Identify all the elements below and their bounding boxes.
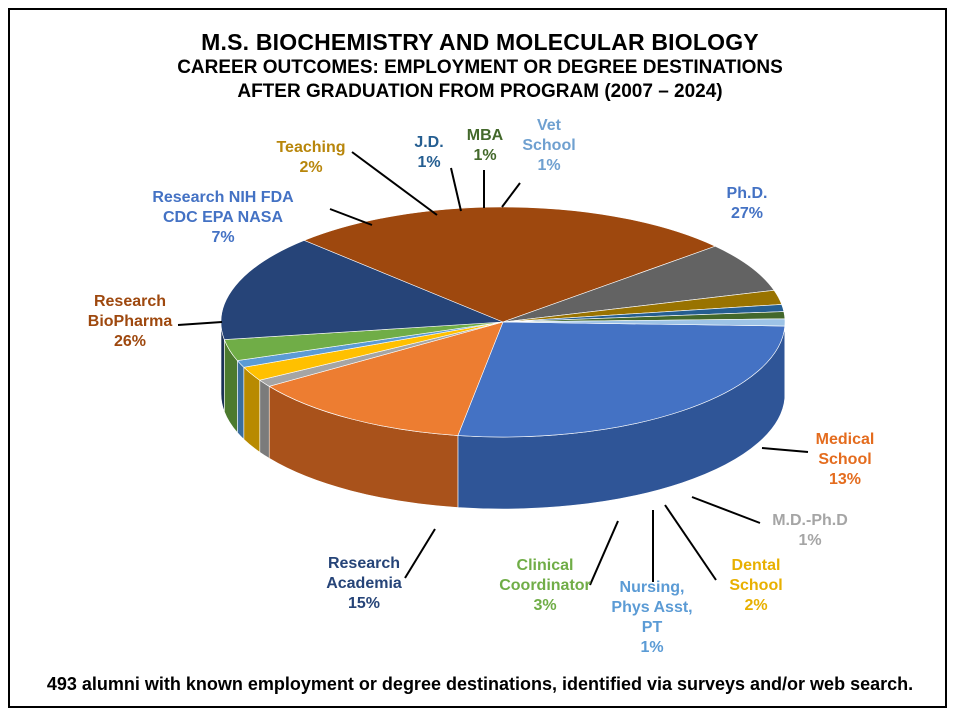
slice-side-3	[243, 366, 261, 453]
chart-subtitle-line2: AFTER GRADUATION FROM PROGRAM (2007 – 20…	[237, 81, 723, 102]
slice-label-7: Research BioPharma 26%	[88, 293, 173, 350]
leader-line-1	[761, 447, 809, 453]
slice-0[interactable]	[457, 321, 786, 438]
slice-value-label: 1%	[473, 147, 496, 164]
slice-category-label: BioPharma	[88, 313, 173, 330]
slice-value-label: 1%	[537, 157, 560, 174]
slice-category-label: J.D.	[414, 134, 443, 151]
slice-label-4: Nursing, Phys Asst, PT 1%	[611, 579, 692, 656]
slice-label-8: Research NIH FDA CDC EPA NASA 7%	[152, 189, 294, 246]
footnote: 493 alumni with known employment or degr…	[46, 674, 914, 694]
slice-label-10: J.D. 1%	[414, 134, 443, 171]
slice-label-9: Teaching 2%	[276, 139, 345, 176]
slice-12[interactable]	[502, 318, 786, 327]
leader-line-10	[450, 167, 462, 212]
slice-value-label: 13%	[829, 471, 861, 488]
slice-category-label: Clinical	[517, 557, 574, 574]
leader-line-12	[501, 182, 521, 208]
slice-category-label: Medical	[816, 431, 875, 448]
slice-value-label: 27%	[731, 205, 763, 222]
slice-label-11: MBA 1%	[467, 127, 504, 164]
slice-category-label: School	[729, 577, 782, 594]
leader-line-8	[329, 208, 373, 226]
slice-category-label: Coordinator	[499, 577, 591, 594]
leader-line-9	[351, 151, 438, 216]
leader-line-6	[404, 528, 436, 579]
chart-title-block: M.S. BIOCHEMISTRY AND MOLECULAR BIOLOGY …	[0, 28, 960, 104]
chart-subtitle-line1: CAREER OUTCOMES: EMPLOYMENT OR DEGREE DE…	[177, 57, 783, 78]
slice-value-label: 26%	[114, 333, 146, 350]
slice-category-label: Ph.D.	[727, 185, 768, 202]
slice-value-label: 2%	[299, 159, 322, 176]
slice-label-12: Vet School 1%	[522, 117, 575, 174]
slice-label-1: Medical School 13%	[816, 431, 875, 488]
slice-label-5: Clinical Coordinator 3%	[499, 557, 591, 614]
slice-value-label: 7%	[211, 229, 234, 246]
slice-label-0: Ph.D. 27%	[727, 185, 768, 222]
slice-category-label: Research NIH FDA	[152, 189, 294, 206]
leader-line-2	[691, 496, 761, 524]
slice-label-6: Research Academia 15%	[326, 555, 402, 612]
slice-side-4	[237, 359, 245, 441]
slice-label-2: M.D.-Ph.D 1%	[772, 512, 848, 549]
slice-7[interactable]	[303, 206, 716, 323]
slice-value-label: 3%	[533, 597, 556, 614]
slice-8[interactable]	[502, 245, 775, 323]
slice-category-label: School	[818, 451, 871, 468]
slice-label-3: Dental School 2%	[729, 557, 782, 614]
slice-value-label: 1%	[640, 639, 663, 656]
slice-category-label: Nursing,	[620, 579, 685, 596]
slice-category-label: Teaching	[276, 139, 345, 156]
slice-side-2	[259, 379, 270, 459]
slice-category-label: Phys Asst,	[611, 599, 692, 616]
slice-value-label: 2%	[744, 597, 767, 614]
pie-top-layer	[220, 206, 786, 438]
leader-line-5	[589, 520, 619, 586]
slice-category-label: M.D.-Ph.D	[772, 512, 848, 529]
slice-labels: Ph.D. 27% Medical School 13% M.D.-Ph.D 1% Denta…	[88, 117, 875, 656]
slice-category-label: PT	[642, 619, 663, 636]
chart-title: M.S. BIOCHEMISTRY AND MOLECULAR BIOLOGY	[201, 29, 759, 55]
slice-6[interactable]	[220, 240, 504, 340]
leader-line-7	[177, 321, 223, 326]
slice-1[interactable]	[268, 321, 504, 436]
slice-value-label: 1%	[417, 154, 440, 171]
slice-category-label: Dental	[732, 557, 781, 574]
slice-category-label: CDC EPA NASA	[163, 209, 283, 226]
slice-category-label: Research	[94, 293, 166, 310]
slice-value-label: 1%	[798, 532, 821, 549]
slice-category-label: Academia	[326, 575, 402, 592]
leader-line-3	[664, 504, 717, 581]
slice-category-label: Vet	[537, 117, 562, 134]
slice-value-label: 15%	[348, 595, 380, 612]
leader-lines	[177, 151, 809, 586]
slice-category-label: MBA	[467, 127, 504, 144]
slice-category-label: Research	[328, 555, 400, 572]
slice-category-label: School	[522, 137, 575, 154]
